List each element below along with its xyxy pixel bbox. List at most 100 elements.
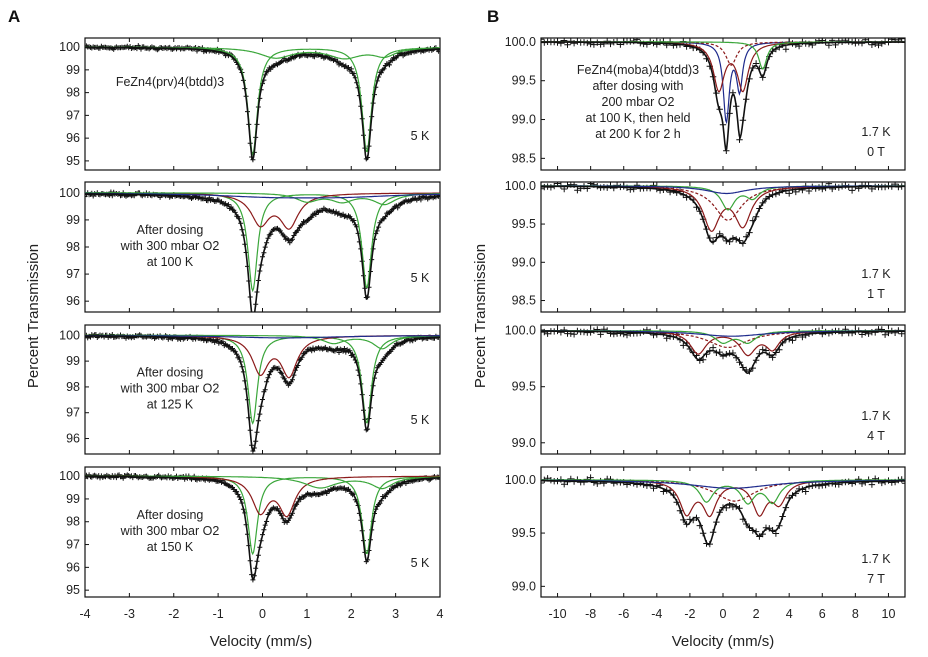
x-tick-label: -2 [684,607,695,621]
y-tick-label: 99.5 [512,526,536,540]
condition-label: 1.7 K [861,267,891,281]
x-tick-label: 2 [348,607,355,621]
x-tick-label: -3 [124,607,135,621]
condition-label: 1.7 K [861,409,891,423]
y-tick-label: 97 [66,406,80,420]
fit-total [85,46,440,162]
fit-total [541,330,905,375]
x-tick-label: -10 [549,607,567,621]
annotation-line: at 100 K [147,255,194,269]
x-tick-label: -6 [618,607,629,621]
y-tick-label: 96 [66,294,80,308]
y-tick-label: 96 [66,560,80,574]
y-tick-label: 100 [59,40,80,54]
fit-total [85,335,440,452]
y-tick-label: 95 [66,583,80,597]
subplot-plot-area [85,189,440,312]
y-tick-label: 100.0 [505,179,536,193]
y-tick-label: 98 [66,380,80,394]
y-tick-label: 98.5 [512,151,536,165]
y-tick-label: 100 [59,328,80,342]
panel-b-subplot-3: 100.0 99.5 99.0 1.7 K 4 T [505,324,906,455]
fit-total [541,479,905,546]
y-tick-label: 98 [66,86,80,100]
subplot-plot-area [85,332,440,454]
y-tick-label: 99 [66,213,80,227]
y-tick-label: 99.0 [512,436,536,450]
y-tick-label: 99.0 [512,255,536,269]
panel-b-subplot-1: 100.0 99.5 99.0 98.5 FeZn4(moba)4(btdd)3 afte… [505,35,906,171]
annotation-line: with 300 mbar O2 [120,524,220,538]
annotation-line: at 150 K [147,540,194,554]
y-tick-label: 100.0 [505,35,536,49]
condition-label: 1 T [867,287,885,301]
annotation-line: After dosing [137,508,204,522]
y-tick-label: 99.0 [512,579,536,593]
subplot-plot-area [85,472,440,583]
x-tick-label: -4 [79,607,90,621]
annotation-line: After dosing [137,366,204,380]
condition-label: 7 T [867,572,885,586]
x-tick-label: 10 [882,607,896,621]
y-tick-label: 100.0 [505,324,536,338]
panel-a-x-ticks: -4 -3 -2 -1 0 1 2 3 4 [79,607,443,621]
y-tick-label: 97 [66,538,80,552]
panel-label-a: A [8,7,20,26]
fit-component-navy [85,192,440,199]
annotation-line: 200 mbar O2 [602,95,675,109]
panel-a-subplot-4: 100 99 98 97 96 95 After dosing with 300 mbar O… [59,466,441,598]
y-tick-label: 97 [66,267,80,281]
fit-component-navy [541,479,905,489]
fit-total [85,193,440,312]
y-tick-label: 99 [66,354,80,368]
fit-component-green [85,192,440,206]
panel-a-y-axis-label: Percent Transmission [25,244,42,388]
x-tick-label: 2 [753,607,760,621]
x-tick-label: 8 [852,607,859,621]
panel-a-subplot-3: 100 99 98 97 96 After dosing with 300 mbar O2 a… [59,324,441,455]
condition-label: 0 T [867,145,885,159]
annotation-line: with 300 mbar O2 [120,239,220,253]
panel-b-y-axis-label: Percent Transmission [472,244,489,388]
panel-a: A 100 99 98 97 96 95 FeZn4(prv)4(btdd)3 5 K 100… [8,7,444,650]
annotation-line: After dosing [137,223,204,237]
condition-label: 5 K [411,556,430,570]
x-tick-label: 0 [720,607,727,621]
panel-b-subplot-4: 100.0 99.5 99.0 1.7 K 7 T [505,466,906,598]
panel-label-b: B [487,7,499,26]
annotation-line: at 100 K, then held [586,111,691,125]
y-tick-label: 98 [66,515,80,529]
x-tick-label: -1 [213,607,224,621]
fit-total [85,475,440,581]
panel-b-x-ticks: -10 -8 -6 -4 -2 0 2 4 6 8 10 [549,607,896,621]
y-tick-label: 99 [66,63,80,77]
subplot-plot-area [541,182,905,247]
y-tick-label: 97 [66,108,80,122]
panel-b-x-axis-label: Velocity (mm/s) [672,633,775,650]
x-tick-label: 0 [259,607,266,621]
fit-total [541,185,905,245]
y-tick-label: 100.0 [505,473,536,487]
fit-component-green [541,479,905,505]
y-tick-label: 99.0 [512,113,536,127]
y-tick-label: 99.5 [512,380,536,394]
x-tick-label: 4 [437,607,444,621]
subplot-plot-area [541,326,905,375]
y-tick-label: 96 [66,131,80,145]
condition-label: 1.7 K [861,125,891,139]
annotation-line: at 200 K for 2 h [595,127,681,141]
condition-label: 5 K [411,129,430,143]
condition-label: 5 K [411,271,430,285]
y-tick-label: 100 [59,186,80,200]
y-tick-label: 98.5 [512,294,536,308]
y-tick-label: 95 [66,154,80,168]
subplot-plot-area [541,474,905,548]
y-tick-label: 99.5 [512,74,536,88]
x-tick-label: 3 [392,607,399,621]
fit-total [541,41,905,151]
panel-a-x-axis-label: Velocity (mm/s) [210,633,313,650]
y-tick-label: 98 [66,240,80,254]
x-tick-label: 1 [303,607,310,621]
